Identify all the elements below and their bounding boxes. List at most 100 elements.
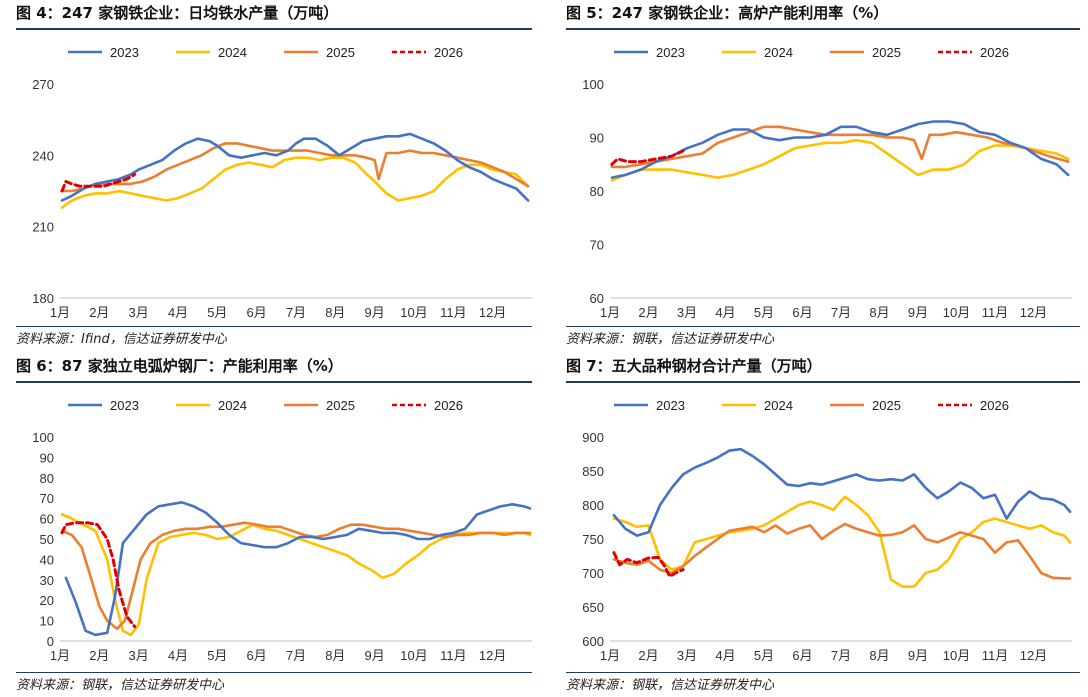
chart-title: 图 6：87 家独立电弧炉钢厂：产能利用率（%） — [16, 357, 343, 375]
y-axis: 60 70 80 90 100 — [582, 77, 604, 306]
y-axis: 180 210 240 270 — [32, 77, 54, 306]
x-tick-label: 1月 — [50, 305, 70, 320]
x-axis: 1月 2月 3月 4月 5月 6月 7月 8月 9月 10月 11月 12月 — [600, 305, 1047, 320]
legend: 2023 2024 2025 2026 — [68, 398, 463, 413]
y-tick-label: 600 — [582, 634, 604, 649]
x-tick-label: 11月 — [982, 648, 1009, 663]
y-tick-label: 90 — [590, 131, 604, 146]
source-divider — [566, 672, 1080, 673]
x-tick-label: 11月 — [982, 305, 1009, 320]
y-tick-label: 210 — [32, 220, 54, 235]
chart-title: 图 4：247 家钢铁企业：日均铁水产量（万吨） — [16, 4, 339, 22]
chart-panel-fig4: 图 4：247 家钢铁企业：日均铁水产量（万吨） 2023 2024 2025 202… — [16, 0, 546, 348]
source-note: 资料来源：钢联，信达证券研发中心 — [566, 678, 775, 693]
series-line-2025 — [60, 521, 532, 631]
legend-label-2023: 2023 — [656, 45, 685, 60]
series-line-2023 — [60, 132, 530, 202]
chart-panel-fig6: 图 6：87 家独立电弧炉钢厂：产能利用率（%） 2023 2024 2025 202… — [16, 353, 546, 697]
series-line-2024 — [610, 138, 1070, 182]
legend-label-2023: 2023 — [110, 398, 139, 413]
line-chart-fig6: 2023 2024 2025 2026 0 10 20 30 40 50 60 70 80 90 100 1月… — [32, 398, 532, 663]
series-line-2025 — [60, 142, 530, 193]
x-tick-label: 2月 — [638, 305, 658, 320]
source-note: 资料来源：钢联，信达证券研发中心 — [16, 678, 225, 693]
y-tick-label: 30 — [40, 573, 54, 588]
x-tick-label: 7月 — [286, 305, 306, 320]
y-tick-label: 90 — [40, 450, 54, 465]
legend: 2023 2024 2025 2026 — [614, 398, 1009, 413]
series-line-2026 — [612, 551, 685, 578]
legend-label-2025: 2025 — [872, 45, 901, 60]
x-tick-label: 1月 — [600, 305, 620, 320]
y-tick-label: 80 — [40, 471, 54, 486]
x-tick-label: 12月 — [1020, 648, 1047, 663]
series-line-2023 — [610, 120, 1070, 179]
x-tick-label: 9月 — [365, 648, 385, 663]
legend-label-2023: 2023 — [656, 398, 685, 413]
x-tick-label: 6月 — [792, 648, 812, 663]
legend-label-2026: 2026 — [980, 398, 1009, 413]
y-tick-label: 800 — [582, 498, 604, 513]
series-line-2026 — [610, 149, 685, 166]
x-tick-label: 12月 — [479, 305, 506, 320]
legend: 2023 2024 2025 2026 — [68, 45, 463, 60]
legend-label-2025: 2025 — [326, 45, 355, 60]
series-line-2024 — [60, 156, 530, 209]
y-tick-label: 270 — [32, 77, 54, 92]
x-tick-label: 5月 — [754, 305, 774, 320]
x-axis: 1月 2月 3月 4月 5月 6月 7月 8月 9月 10月 11月 12月 — [50, 648, 507, 663]
y-tick-label: 40 — [40, 552, 54, 567]
y-axis: 0 10 20 30 40 50 60 70 80 90 100 — [32, 430, 54, 649]
series-line-2026 — [60, 172, 137, 193]
x-tick-label: 2月 — [89, 305, 109, 320]
legend-label-2025: 2025 — [326, 398, 355, 413]
legend: 2023 2024 2025 2026 — [614, 45, 1009, 60]
x-tick-label: 9月 — [365, 305, 385, 320]
series-line-2023 — [612, 447, 1072, 537]
y-tick-label: 60 — [40, 512, 54, 527]
series-line-2023 — [64, 501, 532, 637]
y-tick-label: 50 — [40, 532, 54, 547]
x-tick-label: 1月 — [50, 648, 70, 663]
series-line-2026 — [60, 521, 137, 629]
x-tick-label: 5月 — [207, 648, 227, 663]
legend-label-2024: 2024 — [218, 45, 247, 60]
y-tick-label: 750 — [582, 532, 604, 547]
x-tick-label: 8月 — [869, 305, 889, 320]
x-tick-label: 2月 — [89, 648, 109, 663]
line-chart-fig7: 2023 2024 2025 2026 600 650 700 750 800 850 900 1月 2… — [582, 398, 1072, 663]
chart-panel-fig7: 图 7：五大品种钢材合计产量（万吨） 2023 2024 2025 2026 600 65… — [566, 353, 1086, 697]
x-axis: 1月 2月 3月 4月 5月 6月 7月 8月 9月 10月 11月 12月 — [600, 648, 1047, 663]
x-tick-label: 6月 — [247, 648, 267, 663]
x-axis: 1月 2月 3月 4月 5月 6月 7月 8月 9月 10月 11月 12月 — [50, 305, 507, 320]
x-tick-label: 4月 — [168, 305, 188, 320]
y-tick-label: 70 — [590, 238, 604, 253]
x-tick-label: 5月 — [754, 648, 774, 663]
x-tick-label: 1月 — [600, 648, 620, 663]
x-tick-label: 3月 — [677, 648, 697, 663]
legend-label-2024: 2024 — [218, 398, 247, 413]
x-tick-label: 8月 — [325, 305, 345, 320]
source-note: 资料来源：钢联，信达证券研发中心 — [566, 332, 775, 347]
y-tick-label: 850 — [582, 464, 604, 479]
x-tick-label: 10月 — [943, 648, 970, 663]
x-tick-label: 8月 — [869, 648, 889, 663]
x-tick-label: 4月 — [168, 648, 188, 663]
x-tick-label: 7月 — [286, 648, 306, 663]
y-tick-label: 80 — [590, 184, 604, 199]
x-tick-label: 10月 — [943, 305, 970, 320]
title-divider — [16, 28, 532, 30]
x-tick-label: 7月 — [831, 305, 851, 320]
legend-label-2026: 2026 — [434, 398, 463, 413]
y-tick-label: 180 — [32, 291, 54, 306]
x-tick-label: 4月 — [715, 648, 735, 663]
line-chart-fig4: 2023 2024 2025 2026 180 210 240 270 1月 2月 3月 4月 5月 6月… — [32, 45, 532, 320]
legend-label-2023: 2023 — [110, 45, 139, 60]
title-divider — [566, 28, 1080, 30]
x-tick-label: 8月 — [325, 648, 345, 663]
legend-label-2026: 2026 — [434, 45, 463, 60]
y-tick-label: 900 — [582, 430, 604, 445]
x-tick-label: 4月 — [715, 305, 735, 320]
x-tick-label: 10月 — [400, 305, 427, 320]
x-tick-label: 9月 — [908, 305, 928, 320]
